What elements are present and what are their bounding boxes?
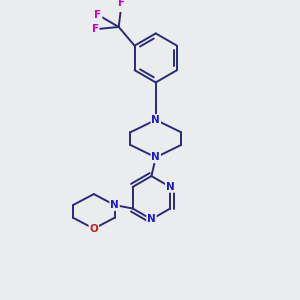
Text: F: F <box>118 0 125 8</box>
Text: N: N <box>152 152 160 162</box>
Text: F: F <box>94 10 101 20</box>
Text: N: N <box>110 200 119 210</box>
Text: N: N <box>166 182 175 192</box>
Text: F: F <box>92 24 99 34</box>
Text: N: N <box>147 214 156 224</box>
Text: O: O <box>89 224 98 234</box>
Text: N: N <box>152 115 160 125</box>
